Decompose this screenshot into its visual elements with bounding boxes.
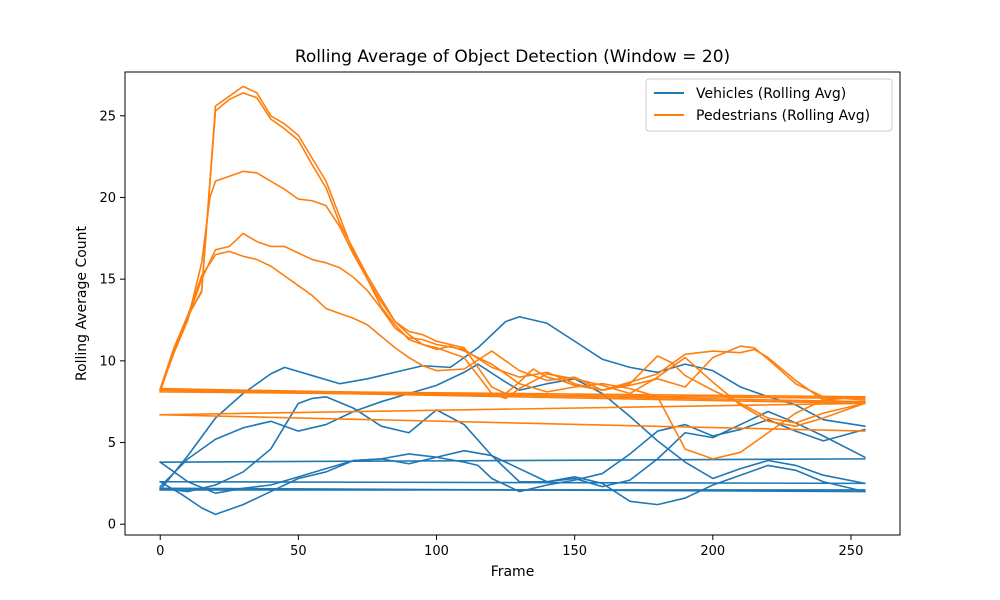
- legend-box: [645, 78, 893, 132]
- series-line-segment: [159, 389, 866, 405]
- legend-label: Vehicles (Rolling Avg): [696, 86, 846, 102]
- series-pedestrians: [159, 85, 866, 460]
- series-line-segment: [159, 480, 866, 485]
- series-line-segment: [159, 418, 866, 494]
- series-line-segment: [159, 487, 866, 493]
- y-tick-label: 10: [99, 354, 116, 369]
- x-tick-label: 200: [700, 544, 725, 559]
- series-line-segment: [159, 85, 866, 424]
- series-line-segment: [159, 402, 866, 416]
- y-tick-label: 15: [99, 273, 116, 288]
- x-tick-label: 250: [839, 544, 864, 559]
- x-tick-label: 50: [290, 544, 307, 559]
- y-tick-label: 25: [99, 109, 116, 124]
- series-line-segment: [159, 458, 866, 463]
- series-line-segment: [159, 413, 866, 432]
- x-tick-label: 150: [562, 544, 587, 559]
- series-line-segment: [159, 250, 866, 401]
- x-tick-label: 0: [156, 544, 164, 559]
- series-line-segment: [159, 363, 866, 488]
- x-tick-label: 100: [424, 544, 449, 559]
- y-tick-label: 5: [108, 436, 116, 451]
- series-line-segment: [159, 232, 866, 401]
- legend: Vehicles (Rolling Avg) Pedestrians (Rolli…: [645, 78, 893, 132]
- y-tick-label: 20: [99, 191, 116, 206]
- series-line-segment: [159, 92, 866, 427]
- plot-frame: [124, 71, 901, 536]
- legend-label: Pedestrians (Rolling Avg): [696, 108, 870, 124]
- axes: 0 50 100 150 200 250 0 5 10 15 20 25: [99, 71, 901, 559]
- x-axis-title: Frame: [491, 564, 535, 580]
- y-axis-title: Rolling Average Count: [74, 225, 90, 381]
- series-line-segment: [159, 395, 866, 493]
- series-line-segment: [159, 315, 866, 492]
- y-tick-label: 0: [108, 518, 116, 533]
- series-vehicles: [159, 315, 866, 516]
- chart-title: Rolling Average of Object Detection (Win…: [295, 47, 730, 67]
